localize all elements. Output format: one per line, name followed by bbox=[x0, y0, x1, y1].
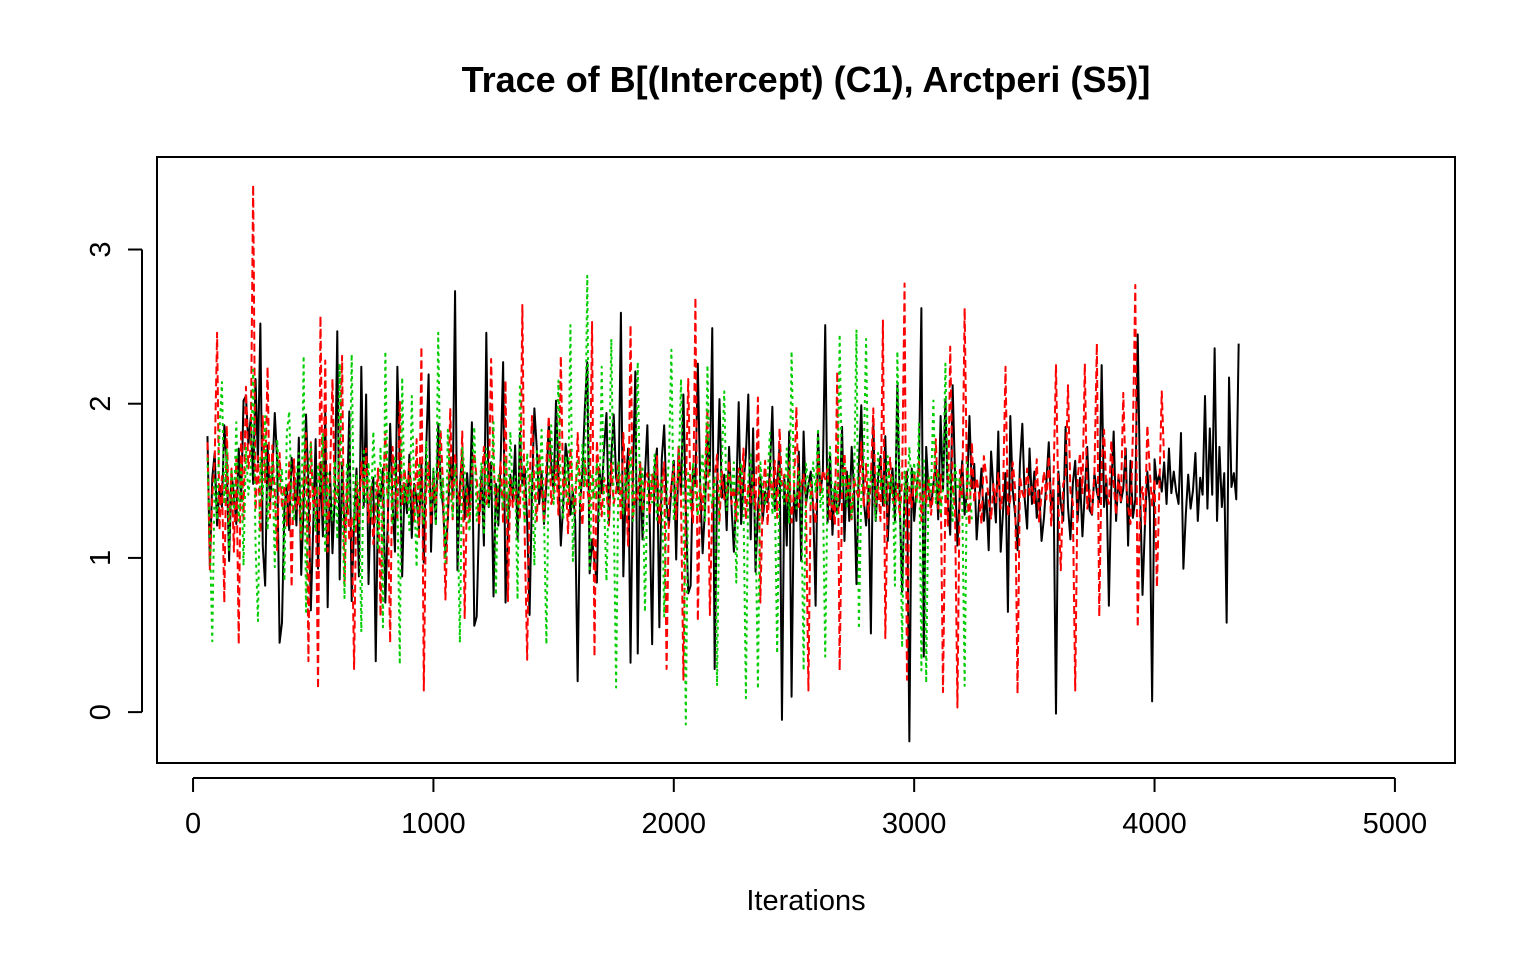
series-line-2 bbox=[206, 183, 1166, 709]
y-tick-label: 1 bbox=[85, 550, 117, 566]
y-tick-label: 0 bbox=[85, 704, 117, 720]
series-group bbox=[206, 183, 1240, 743]
series-line-3 bbox=[206, 274, 973, 726]
x-axis: 0 1000 2000 3000 4000 5000 bbox=[185, 777, 1428, 840]
x-tick-label: 0 bbox=[185, 808, 201, 840]
x-tick-label: 5000 bbox=[1363, 808, 1428, 840]
chart-title: Trace of B[(Intercept) (C1), Arctperi (S… bbox=[462, 59, 1151, 100]
plot-frame bbox=[156, 156, 1456, 764]
x-tick-label: 1000 bbox=[401, 808, 466, 840]
y-tick-label: 2 bbox=[85, 396, 117, 412]
series-line-1 bbox=[206, 290, 1240, 743]
x-axis-label: Iterations bbox=[746, 885, 865, 917]
x-tick-label: 3000 bbox=[882, 808, 947, 840]
x-tick-label: 4000 bbox=[1122, 808, 1187, 840]
y-tick-label: 3 bbox=[85, 241, 117, 257]
x-tick-label: 2000 bbox=[642, 808, 707, 840]
y-axis: 0 1 2 3 bbox=[85, 241, 143, 720]
